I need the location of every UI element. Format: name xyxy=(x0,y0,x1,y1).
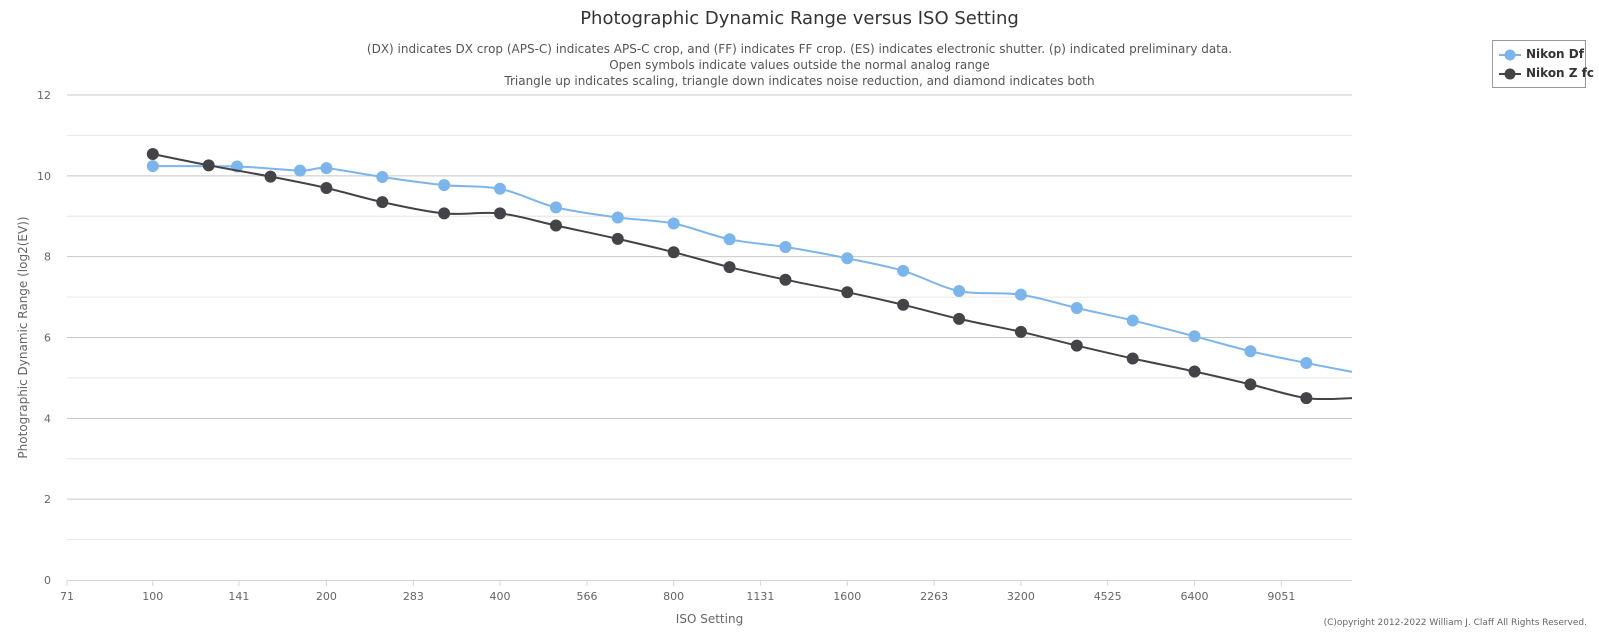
y-tick-label: 10 xyxy=(37,170,51,183)
x-tick-label: 400 xyxy=(490,590,511,603)
y-tick-label: 6 xyxy=(44,332,51,345)
data-point-nikon-df xyxy=(294,164,307,177)
data-point-nikon-df xyxy=(146,160,159,173)
copyright-notice: (C)opyright 2012-2022 William J. Claff A… xyxy=(1323,618,1587,628)
data-point-nikon-z-fc xyxy=(494,207,507,220)
data-point-nikon-z-fc xyxy=(779,273,792,286)
data-point-nikon-z-fc xyxy=(549,219,562,232)
data-point-nikon-z-fc xyxy=(1188,365,1201,378)
data-point-nikon-df xyxy=(1188,330,1201,343)
data-point-nikon-z-fc xyxy=(897,298,910,311)
data-point-nikon-df xyxy=(953,285,966,298)
data-point-nikon-z-fc xyxy=(1126,352,1139,365)
data-point-nikon-df xyxy=(779,240,792,253)
data-point-nikon-df xyxy=(841,252,854,265)
x-tick-label: 800 xyxy=(663,590,684,603)
legend-marker-icon xyxy=(1499,49,1521,61)
data-point-nikon-z-fc xyxy=(611,232,624,245)
data-point-nikon-z-fc xyxy=(146,148,159,161)
chart-subtitle-line-1: (DX) indicates DX crop (APS-C) indicates… xyxy=(366,42,1233,56)
data-point-nikon-z-fc xyxy=(1244,378,1257,391)
data-point-nikon-z-fc xyxy=(320,181,333,194)
data-point-nikon-z-fc xyxy=(667,246,680,259)
data-point-nikon-z-fc xyxy=(1070,339,1083,352)
y-axis-label: Photographic Dynamic Range (log2(EV)) xyxy=(16,216,30,458)
x-tick-label: 9051 xyxy=(1267,590,1295,603)
data-point-nikon-df xyxy=(1014,288,1027,301)
data-point-nikon-df xyxy=(667,217,680,230)
data-point-nikon-df xyxy=(1126,314,1139,327)
x-tick-label: 4525 xyxy=(1094,590,1122,603)
x-tick-label: 141 xyxy=(228,590,249,603)
data-point-nikon-z-fc xyxy=(1014,325,1027,338)
y-tick-label: 8 xyxy=(44,251,51,264)
chart-title: Photographic Dynamic Range versus ISO Se… xyxy=(580,8,1019,29)
data-point-nikon-df xyxy=(320,162,333,175)
legend-label: Nikon Df xyxy=(1526,47,1584,61)
x-tick-label: 100 xyxy=(142,590,163,603)
data-point-nikon-df xyxy=(549,201,562,214)
legend: Nikon Df Nikon Z fc xyxy=(1492,40,1594,88)
chart-subtitle-line-2: Open symbols indicate values outside the… xyxy=(609,58,990,72)
data-point-nikon-df xyxy=(723,233,736,246)
x-tick-label: 1131 xyxy=(746,590,774,603)
data-point-nikon-z-fc xyxy=(841,286,854,299)
data-point-nikon-df xyxy=(897,264,910,277)
data-point-nikon-z-fc xyxy=(1300,392,1313,405)
x-axis-label: ISO Setting xyxy=(676,612,743,626)
data-point-nikon-df xyxy=(494,182,507,195)
series-line-nikon-z-fc xyxy=(152,153,1353,401)
x-tick-label: 3200 xyxy=(1007,590,1035,603)
x-tick-label: 2263 xyxy=(920,590,948,603)
data-point-nikon-z-fc xyxy=(202,159,215,172)
x-tick-label: 6400 xyxy=(1181,590,1209,603)
data-point-nikon-df xyxy=(1070,301,1083,314)
x-tick-label: 71 xyxy=(60,590,74,603)
chart-subtitle-line-3: Triangle up indicates scaling, triangle … xyxy=(504,74,1095,88)
data-point-nikon-z-fc xyxy=(953,312,966,325)
grid-layer xyxy=(67,94,1352,541)
data-point-nikon-df xyxy=(1300,356,1313,369)
data-point-nikon-df xyxy=(376,171,389,184)
data-point-nikon-z-fc xyxy=(264,170,277,183)
x-tick-label: 1600 xyxy=(833,590,861,603)
x-tick-label: 566 xyxy=(576,590,597,603)
y-tick-label: 2 xyxy=(44,493,51,506)
y-tick-label: 0 xyxy=(44,574,51,587)
data-point-nikon-z-fc xyxy=(438,207,451,220)
series-line-nikon-df xyxy=(152,165,1353,373)
legend-label: Nikon Z fc xyxy=(1526,66,1594,80)
data-point-nikon-z-fc xyxy=(376,196,389,209)
axis-layer: 0 2 4 6 8 10 12 71 100 141 200 283 400 566 800 1131 1600… xyxy=(37,89,1352,603)
data-point-nikon-df xyxy=(611,211,624,224)
data-point-nikon-z-fc xyxy=(723,261,736,274)
series-layer xyxy=(146,148,1353,405)
data-point-nikon-df xyxy=(1244,345,1257,358)
x-tick-label: 283 xyxy=(403,590,424,603)
data-point-nikon-df xyxy=(438,179,451,192)
y-tick-label: 12 xyxy=(37,89,51,102)
legend-marker-icon xyxy=(1499,68,1521,80)
x-tick-label: 200 xyxy=(316,590,337,603)
y-tick-label: 4 xyxy=(44,412,51,425)
